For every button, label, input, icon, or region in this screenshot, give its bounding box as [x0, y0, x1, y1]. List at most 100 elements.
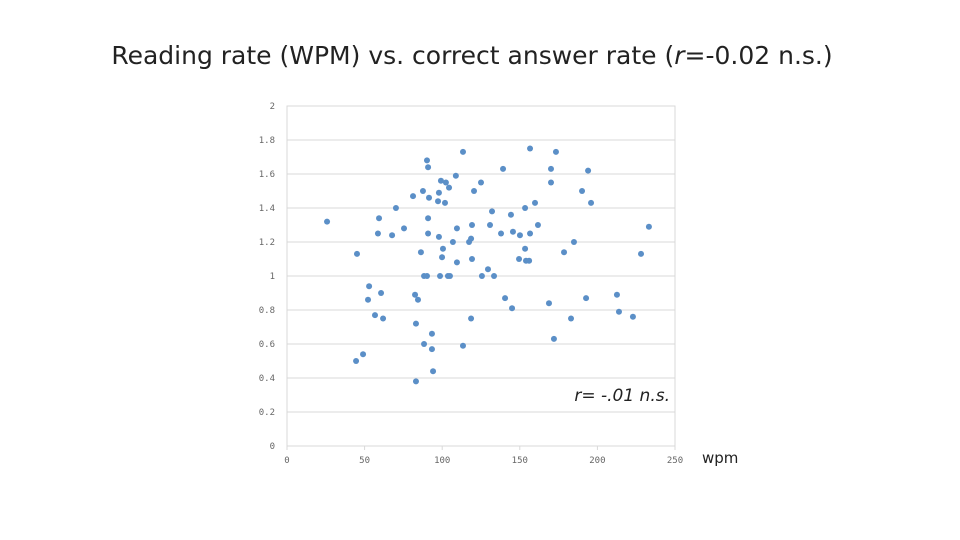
point — [471, 188, 478, 194]
point — [468, 315, 475, 322]
y-tick-label: 1.8 — [259, 136, 275, 146]
point — [442, 179, 449, 186]
point — [392, 205, 399, 211]
point — [430, 368, 437, 375]
point — [423, 273, 430, 279]
point — [552, 148, 559, 155]
point — [412, 378, 419, 385]
point — [550, 335, 557, 342]
point — [638, 250, 645, 257]
point — [547, 179, 554, 186]
point — [468, 235, 475, 242]
point — [324, 218, 331, 225]
x-axis-label: wpm — [702, 449, 738, 467]
point — [532, 199, 539, 206]
point — [468, 222, 475, 228]
point — [484, 266, 491, 273]
point — [509, 228, 516, 235]
point — [426, 194, 433, 201]
point — [500, 165, 507, 172]
point — [579, 188, 586, 194]
point — [507, 211, 514, 218]
point — [522, 245, 529, 252]
point — [437, 177, 444, 184]
point — [441, 199, 448, 206]
point — [378, 290, 385, 296]
point — [629, 313, 636, 320]
point — [425, 164, 432, 171]
point — [425, 215, 432, 222]
point — [371, 312, 378, 319]
point — [446, 273, 453, 279]
point — [459, 148, 466, 155]
point — [446, 184, 453, 191]
point — [380, 315, 387, 322]
point — [439, 245, 446, 252]
point — [353, 250, 360, 257]
point — [428, 330, 435, 337]
point — [414, 296, 421, 303]
point — [478, 179, 484, 186]
point — [435, 233, 442, 240]
y-tick-label: 0.6 — [259, 340, 275, 350]
y-tick-label: 1 — [270, 272, 275, 282]
point — [449, 239, 456, 245]
point — [419, 188, 426, 194]
x-tick-label: 100 — [434, 456, 450, 466]
y-tick-label: 0 — [270, 442, 275, 452]
point — [365, 296, 372, 303]
point — [645, 223, 652, 230]
point — [526, 257, 533, 264]
y-tick-label: 2 — [270, 102, 275, 112]
point — [366, 283, 373, 290]
point — [509, 305, 516, 312]
point — [527, 230, 534, 237]
point — [489, 208, 496, 215]
point — [498, 230, 505, 237]
point — [412, 320, 419, 327]
title-part: =-0.02 n.s.) — [685, 41, 833, 70]
title-part: r — [674, 41, 686, 70]
point — [491, 273, 498, 279]
point — [417, 249, 424, 256]
point — [425, 230, 432, 237]
point — [516, 232, 523, 239]
point — [412, 291, 419, 298]
point — [428, 346, 435, 353]
point — [516, 256, 523, 262]
y-tick-label: 0.2 — [259, 408, 275, 418]
point — [545, 300, 552, 307]
title-part: Reading rate (WPM) vs. correct answer ra… — [111, 41, 674, 70]
point — [401, 225, 408, 232]
point — [452, 172, 459, 179]
point — [435, 189, 442, 196]
point — [615, 308, 622, 315]
point — [389, 232, 396, 239]
x-tick-label: 0 — [284, 456, 289, 466]
point — [435, 198, 442, 205]
point — [527, 145, 534, 152]
point — [547, 165, 554, 172]
point — [468, 256, 475, 262]
point — [588, 199, 595, 206]
chart-title: Reading rate (WPM) vs. correct answer ra… — [111, 41, 832, 70]
point — [410, 193, 417, 200]
point — [439, 254, 446, 261]
point — [534, 222, 541, 228]
y-tick-label: 0.8 — [259, 306, 275, 316]
y-tick-label: 1.6 — [259, 170, 275, 180]
y-tick-label: 1.4 — [259, 204, 275, 214]
x-tick-label: 200 — [589, 456, 605, 466]
point — [423, 157, 430, 164]
point — [585, 167, 592, 174]
point — [570, 239, 577, 245]
point — [613, 291, 620, 298]
point — [568, 315, 575, 322]
x-tick-label: 250 — [667, 456, 683, 466]
point — [353, 358, 360, 364]
point — [522, 205, 529, 211]
y-tick-label: 0.4 — [259, 374, 275, 384]
point — [583, 295, 590, 302]
point — [487, 222, 494, 228]
